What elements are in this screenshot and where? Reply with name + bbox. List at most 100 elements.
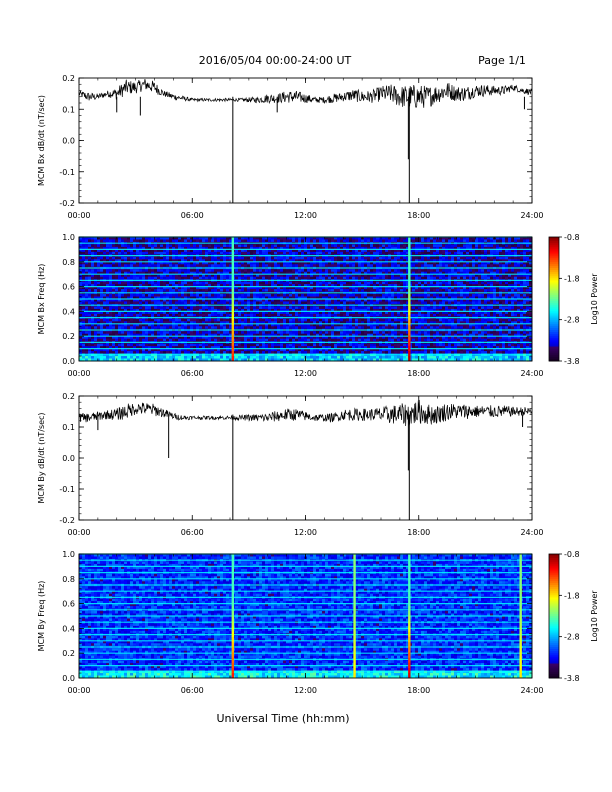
spectrogram-cell [154,299,158,302]
spectrogram-cell [223,289,227,292]
spectrogram-cell [316,321,320,325]
spectrogram-cell [184,246,188,250]
spectrogram-cell [160,289,164,292]
spectrogram-cell [343,308,347,312]
spectrogram-cell [235,333,239,337]
spectrogram-cell [367,256,371,260]
spectrogram-cell [331,311,335,315]
spectrogram-cell [280,299,284,302]
spectrogram-cell [100,284,104,287]
spectrogram-cell [298,358,302,362]
spectrogram-cell [298,274,302,278]
spectrogram-cell [163,358,167,362]
spectrogram-cell [304,333,308,337]
spectrogram-cell [292,261,296,265]
spectrogram-cell [166,331,170,335]
spectrogram-cell [334,261,338,265]
spectrogram-cell [109,333,113,337]
spectrogram-cell [268,276,272,280]
spectrogram-cell [355,244,359,248]
spectrogram-cell [337,271,341,275]
spectrogram-cell [205,338,209,342]
spectrogram-cell [127,318,131,322]
spectrogram-cell [262,244,266,248]
spectrogram-cell [358,299,362,302]
spectrogram-cell [139,261,143,265]
spectrogram-cell [202,348,206,352]
spectrogram-cell [175,271,179,275]
spectrogram-cell [301,306,305,310]
spectrogram-cell [331,237,335,240]
spectrogram-cell [346,331,350,335]
spectrogram-cell [97,249,101,253]
spectrogram-cell [349,321,353,325]
spectrogram-cell [310,308,314,312]
spectrogram-cell [163,299,167,302]
spectrogram-cell [289,296,293,300]
spectrogram-cell [316,346,320,349]
spectrogram-cell [85,286,89,290]
spectrogram-cell [283,306,287,310]
spectrogram-cell [313,308,317,312]
spectrogram-cell [337,281,341,285]
spectrogram-cell [289,256,293,260]
spectrogram-cell [124,256,128,260]
spectrogram-cell [133,323,137,327]
spectrogram-cell [166,239,170,243]
spectrogram-cell [328,301,332,305]
spectrogram-cell [109,271,113,275]
spectrogram-cell [124,246,128,250]
spectrogram-cell [316,271,320,275]
spectrogram-cell [289,358,293,362]
spectrogram-cell [88,249,92,253]
spectrogram-cell [112,313,116,317]
spectrogram-cell [121,326,125,330]
spectrogram-cell [247,299,251,302]
spectrogram-cell [205,274,209,278]
spectrogram-cell [154,321,158,325]
spectrogram-cell [133,343,137,347]
spectrogram-cell [235,311,239,315]
spectrogram-cell [340,313,344,317]
spectrogram-cell [274,271,278,275]
spectrogram-cell [100,311,104,315]
spectrogram-cell [229,271,233,275]
spectrogram-cell [358,321,362,325]
spectrogram-cell [88,261,92,265]
spectrogram-cell [169,333,173,337]
spectrogram-cell [337,299,341,302]
spectrogram-cell [136,351,140,354]
y-axis-title: MCM Bx dB/dt (nT/sec) [37,95,46,186]
spectrogram-cell [124,326,128,330]
spectrogram-cell [172,299,176,302]
spectrogram-cell [178,313,182,317]
spectrogram-cell [91,311,95,315]
spectrogram-cell [124,276,128,280]
spectrogram-cell [112,323,116,327]
spectrogram-cell [358,311,362,315]
spectrogram-cell [196,274,200,278]
spectrogram-cell [277,237,281,240]
spectrogram-cell [328,259,332,263]
spectrogram-cell [256,323,260,327]
spectrogram-cell [121,348,125,352]
spectrogram-cell [178,276,182,280]
spectrogram-cell [181,286,185,290]
spectrogram-cell [310,239,314,243]
spectrogram-cell [103,311,107,315]
spectrogram-cell [334,333,338,337]
spectrogram-cell [322,351,326,354]
spectrogram-cell [172,259,176,263]
spectrogram-cell [337,269,341,273]
spectrogram-cell [79,318,83,322]
spectrogram-cell [343,256,347,260]
spectrogram-cell [253,246,257,250]
spectrogram-cell [85,276,89,280]
spectrogram-cell [241,249,245,253]
spectrogram-cell [175,306,179,310]
spectrogram-cell [289,299,293,302]
spectrogram-cell [100,351,104,354]
spectrogram-cell [343,249,347,253]
spectrogram-cell [208,301,212,305]
spectrogram-cell [157,346,161,349]
